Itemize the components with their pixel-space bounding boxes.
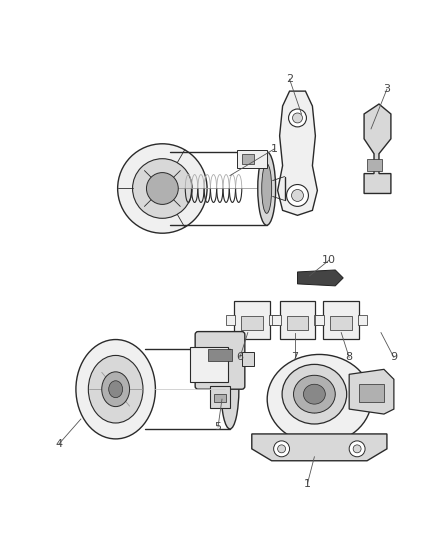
Text: 6: 6: [237, 352, 244, 362]
Bar: [242, 154, 254, 164]
Text: 1: 1: [271, 144, 278, 154]
Circle shape: [274, 441, 290, 457]
Ellipse shape: [88, 356, 143, 423]
Bar: [214, 394, 226, 402]
Bar: [330, 316, 352, 329]
FancyBboxPatch shape: [279, 301, 315, 338]
Ellipse shape: [282, 365, 347, 424]
Bar: [315, 314, 324, 325]
Text: 10: 10: [322, 255, 336, 265]
Polygon shape: [278, 91, 318, 215]
Circle shape: [353, 445, 361, 453]
Ellipse shape: [304, 384, 325, 404]
Ellipse shape: [221, 350, 239, 429]
Circle shape: [293, 113, 303, 123]
Text: 5: 5: [215, 422, 222, 432]
Bar: [367, 159, 382, 171]
Bar: [210, 386, 230, 408]
Bar: [286, 316, 308, 329]
Ellipse shape: [102, 372, 130, 407]
Ellipse shape: [76, 340, 155, 439]
Text: 3: 3: [383, 84, 390, 94]
Circle shape: [133, 159, 192, 219]
Ellipse shape: [258, 152, 276, 225]
Bar: [237, 150, 267, 168]
Bar: [314, 314, 323, 325]
Ellipse shape: [262, 164, 272, 213]
Circle shape: [289, 109, 307, 127]
Ellipse shape: [267, 354, 371, 444]
Text: 2: 2: [286, 74, 293, 84]
Polygon shape: [297, 270, 343, 286]
Circle shape: [286, 184, 308, 206]
Bar: [272, 314, 281, 325]
Bar: [359, 384, 384, 402]
Text: 9: 9: [390, 352, 397, 362]
Text: 4: 4: [56, 439, 63, 449]
Ellipse shape: [293, 375, 335, 413]
Circle shape: [118, 144, 207, 233]
Circle shape: [278, 445, 286, 453]
Circle shape: [292, 190, 304, 201]
Polygon shape: [349, 369, 394, 414]
Bar: [190, 348, 228, 382]
Text: 8: 8: [346, 352, 353, 362]
FancyBboxPatch shape: [195, 332, 245, 389]
Text: 1: 1: [304, 479, 311, 489]
Bar: [241, 316, 263, 329]
Bar: [208, 350, 232, 361]
Ellipse shape: [109, 381, 123, 398]
Bar: [226, 314, 235, 325]
Circle shape: [146, 173, 178, 204]
Polygon shape: [252, 434, 387, 461]
Circle shape: [349, 441, 365, 457]
Bar: [358, 314, 367, 325]
Text: 7: 7: [291, 352, 298, 362]
Polygon shape: [364, 104, 391, 193]
Bar: [242, 352, 254, 366]
FancyBboxPatch shape: [323, 301, 359, 338]
FancyBboxPatch shape: [234, 301, 270, 338]
Bar: [268, 314, 278, 325]
